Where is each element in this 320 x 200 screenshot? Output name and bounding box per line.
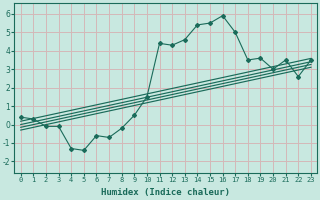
X-axis label: Humidex (Indice chaleur): Humidex (Indice chaleur) (101, 188, 230, 197)
